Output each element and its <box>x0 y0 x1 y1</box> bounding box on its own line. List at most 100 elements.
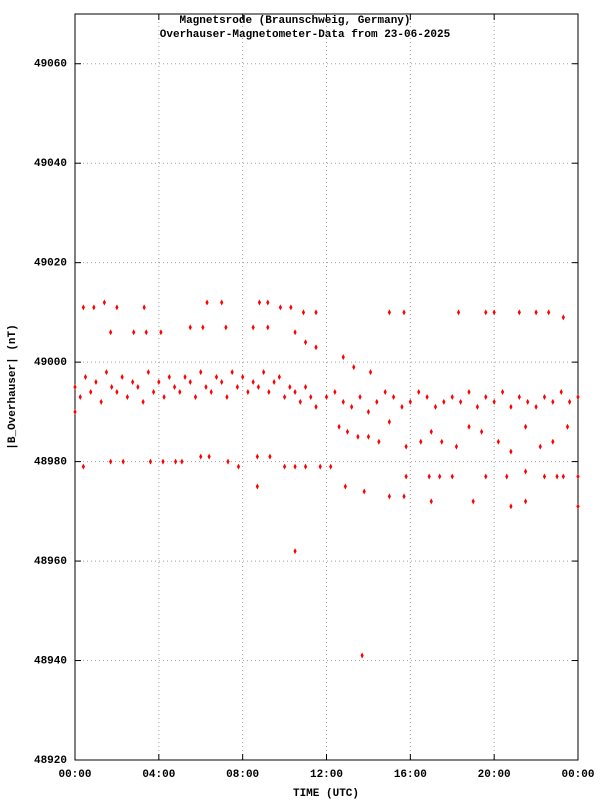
y-tick-label: 48980 <box>34 457 67 469</box>
data-point <box>92 304 96 311</box>
data-point <box>362 488 366 495</box>
data-point <box>534 309 538 316</box>
data-point <box>293 463 297 470</box>
data-point <box>148 458 153 465</box>
data-point <box>94 379 98 386</box>
data-point <box>282 463 287 470</box>
data-point <box>188 379 192 386</box>
data-point <box>161 458 165 465</box>
data-point <box>204 384 208 390</box>
data-point <box>360 652 364 659</box>
y-tick-label: 49020 <box>34 258 67 270</box>
data-point <box>309 393 313 400</box>
data-point <box>73 384 77 390</box>
x-tick-label: 12:00 <box>310 769 343 781</box>
data-point <box>404 473 408 480</box>
data-point <box>220 379 224 386</box>
data-point <box>576 473 580 480</box>
data-point <box>454 443 459 450</box>
data-point <box>157 379 161 386</box>
data-point <box>551 438 555 445</box>
data-point <box>120 374 124 381</box>
data-point <box>377 438 381 445</box>
data-point <box>289 304 293 311</box>
data-point <box>266 324 270 331</box>
data-point <box>89 388 93 395</box>
data-point <box>551 398 555 405</box>
data-point <box>226 458 230 465</box>
data-point <box>402 493 406 500</box>
data-point <box>467 388 471 395</box>
data-point <box>576 393 580 400</box>
data-point <box>167 374 171 381</box>
data-point <box>492 398 496 405</box>
y-tick-label: 49060 <box>34 59 67 71</box>
data-point <box>209 388 213 395</box>
data-point <box>199 453 203 460</box>
data-point <box>565 423 570 430</box>
data-point <box>547 309 551 316</box>
data-point <box>115 388 119 395</box>
data-point <box>214 374 219 381</box>
data-point <box>387 493 391 500</box>
data-point <box>352 364 356 371</box>
data-point <box>484 473 488 480</box>
data-point <box>257 299 262 306</box>
data-point <box>333 388 337 395</box>
data-point <box>235 384 240 390</box>
data-point <box>224 324 228 331</box>
data-point <box>151 388 156 395</box>
data-point <box>241 374 245 381</box>
data-point <box>542 473 547 480</box>
y-tick-label: 49000 <box>34 357 67 369</box>
data-point <box>456 309 461 316</box>
data-point <box>358 393 362 400</box>
x-tick-label: 16:00 <box>394 769 427 781</box>
data-point <box>301 309 306 316</box>
y-axis-label: |B_Overhauser| (nT) <box>7 324 19 449</box>
data-point <box>329 463 333 470</box>
data-point <box>136 384 140 390</box>
data-point <box>199 369 203 376</box>
data-point <box>256 384 260 390</box>
data-point <box>288 384 292 390</box>
data-point <box>266 299 270 306</box>
data-point <box>350 403 354 410</box>
data-point <box>81 463 85 470</box>
data-point <box>99 398 103 405</box>
data-point <box>142 304 146 311</box>
data-point <box>272 379 276 386</box>
data-point <box>180 458 184 465</box>
data-point <box>404 443 408 450</box>
data-point <box>337 423 341 430</box>
data-point <box>178 388 182 395</box>
x-tick-label: 20:00 <box>478 769 511 781</box>
data-point <box>561 473 565 480</box>
data-point <box>479 428 484 435</box>
data-point <box>524 468 528 475</box>
data-point <box>141 398 145 405</box>
data-point <box>303 384 308 390</box>
x-tick-label: 00:00 <box>561 769 594 781</box>
data-point <box>375 398 379 405</box>
data-point <box>433 403 438 410</box>
data-point <box>368 369 373 376</box>
data-point <box>125 393 129 400</box>
data-point <box>391 393 396 400</box>
data-point <box>419 438 423 445</box>
data-point <box>561 314 565 321</box>
data-point <box>172 384 177 390</box>
data-point <box>303 463 308 470</box>
data-point <box>104 369 109 376</box>
data-point <box>230 369 234 376</box>
data-point <box>425 393 429 400</box>
x-tick-label: 00:00 <box>58 769 91 781</box>
data-point <box>277 374 281 381</box>
data-point <box>293 388 297 395</box>
data-point <box>538 443 542 450</box>
data-point <box>467 423 471 430</box>
data-point <box>255 483 259 490</box>
data-point <box>193 393 198 400</box>
data-point <box>278 304 282 311</box>
